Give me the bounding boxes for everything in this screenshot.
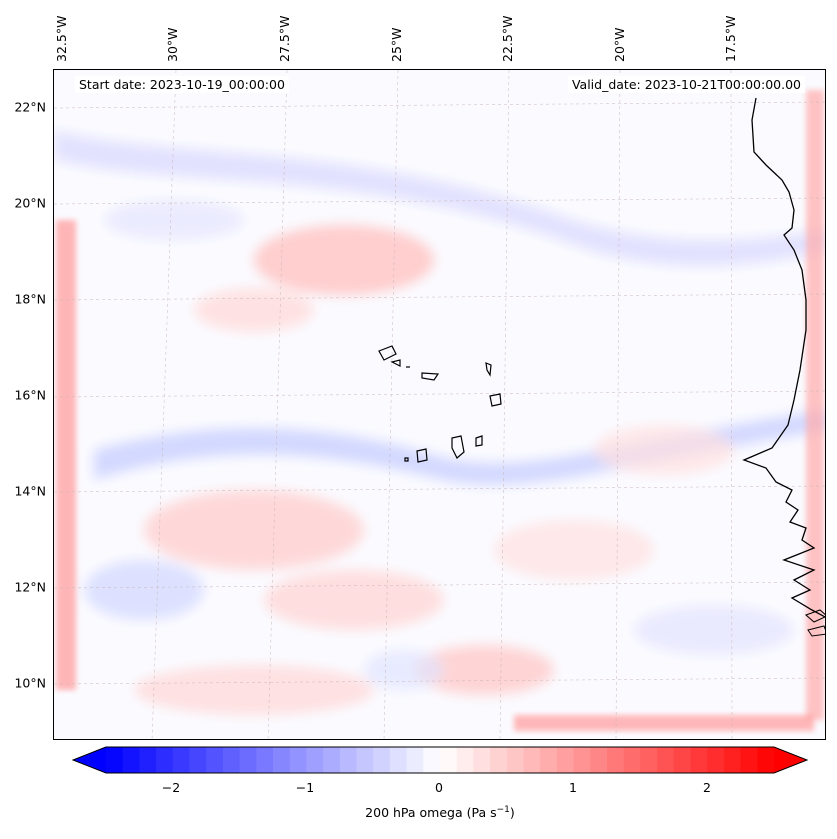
colorbar-band xyxy=(323,747,341,773)
colorbar-extend-max xyxy=(774,747,807,773)
colorbar-unit-prefix: (Pa s xyxy=(466,805,497,821)
colorbar-band xyxy=(389,747,408,773)
boundary-zone xyxy=(56,90,824,731)
colorbar-band xyxy=(540,747,558,773)
colorbar-band xyxy=(156,747,174,773)
colorbar-tick-1: 1 xyxy=(569,780,577,795)
start-date-label: Start date: 2023-10-19_00:00:00 xyxy=(75,76,289,93)
colorbar-band xyxy=(189,747,207,773)
colorbar-band xyxy=(106,747,124,773)
colorbar-tick-neg1: −1 xyxy=(295,780,315,795)
colorbar-bands xyxy=(73,747,807,773)
colorbar-label: 200 hPa omega (Pa s−1) xyxy=(0,805,837,820)
colorbar-band xyxy=(222,747,241,773)
lon-label-27-5w: 27.5°W xyxy=(277,15,292,62)
colorbar-band xyxy=(473,747,491,773)
guinea-bissau-islands xyxy=(805,609,825,637)
map-panel[interactable] xyxy=(53,69,826,740)
colorbar xyxy=(71,746,809,774)
omega-field xyxy=(54,130,825,715)
colorbar-tick-2: 2 xyxy=(703,780,711,795)
colorbar-band xyxy=(172,747,190,773)
colorbar-band xyxy=(440,747,458,773)
colorbar-band xyxy=(339,747,357,773)
colorbar-band xyxy=(757,747,775,773)
colorbar-band xyxy=(657,747,675,773)
colorbar-band xyxy=(356,747,374,773)
colorbar-band xyxy=(707,747,725,773)
colorbar-band xyxy=(690,747,708,773)
lat-label-20n: 20°N xyxy=(14,195,46,211)
graticule xyxy=(54,70,825,739)
colorbar-band xyxy=(573,747,591,773)
colorbar-tick-0: 0 xyxy=(435,780,443,795)
colorbar-unit-exponent: −1 xyxy=(496,805,510,815)
valid-date-label: Valid_date: 2023-10-21T00:00:00.00 xyxy=(567,76,805,93)
colorbar-band xyxy=(490,747,508,773)
lat-label-14n: 14°N xyxy=(14,483,46,499)
colorbar-band xyxy=(256,747,274,773)
colorbar-band xyxy=(723,747,742,773)
lon-label-20w: 20°W xyxy=(612,27,627,62)
colorbar-band xyxy=(306,747,324,773)
colorbar-extend-min xyxy=(73,747,106,773)
colorbar-band xyxy=(139,747,157,773)
colorbar-tick-neg2: −2 xyxy=(161,780,181,795)
lon-label-22-5w: 22.5°W xyxy=(500,15,515,62)
colorbar-unit-suffix: ) xyxy=(509,805,515,821)
lon-label-30w: 30°W xyxy=(165,27,180,62)
colorbar-band xyxy=(289,747,307,773)
colorbar-band xyxy=(623,747,641,773)
colorbar-band xyxy=(423,747,441,773)
colorbar-band xyxy=(456,747,474,773)
colorbar-band xyxy=(406,747,424,773)
colorbar-band xyxy=(239,747,257,773)
colorbar-band xyxy=(373,747,391,773)
colorbar-band xyxy=(740,747,758,773)
colorbar-band xyxy=(607,747,625,773)
lon-label-17-5w: 17.5°W xyxy=(723,15,738,62)
lat-label-18n: 18°N xyxy=(14,291,46,307)
colorbar-band xyxy=(640,747,658,773)
colorbar-band xyxy=(122,747,140,773)
colorbar-band xyxy=(556,747,575,773)
west-african-coastline xyxy=(742,97,825,618)
lon-label-25w: 25°W xyxy=(389,27,404,62)
colorbar-band xyxy=(523,747,541,773)
cape-verde-islands xyxy=(378,345,502,463)
colorbar-band xyxy=(590,747,608,773)
lon-label-32-5w: 32.5°W xyxy=(54,15,69,62)
colorbar-band xyxy=(273,747,291,773)
colorbar-band xyxy=(506,747,524,773)
omega-field-map xyxy=(54,70,825,739)
colorbar-variable: 200 hPa omega xyxy=(365,805,463,821)
colorbar-band xyxy=(206,747,224,773)
lat-label-12n: 12°N xyxy=(14,579,46,595)
lat-label-22n: 22°N xyxy=(14,99,46,115)
lat-label-10n: 10°N xyxy=(14,675,46,691)
colorbar-band xyxy=(673,747,691,773)
lat-label-16n: 16°N xyxy=(14,387,46,403)
